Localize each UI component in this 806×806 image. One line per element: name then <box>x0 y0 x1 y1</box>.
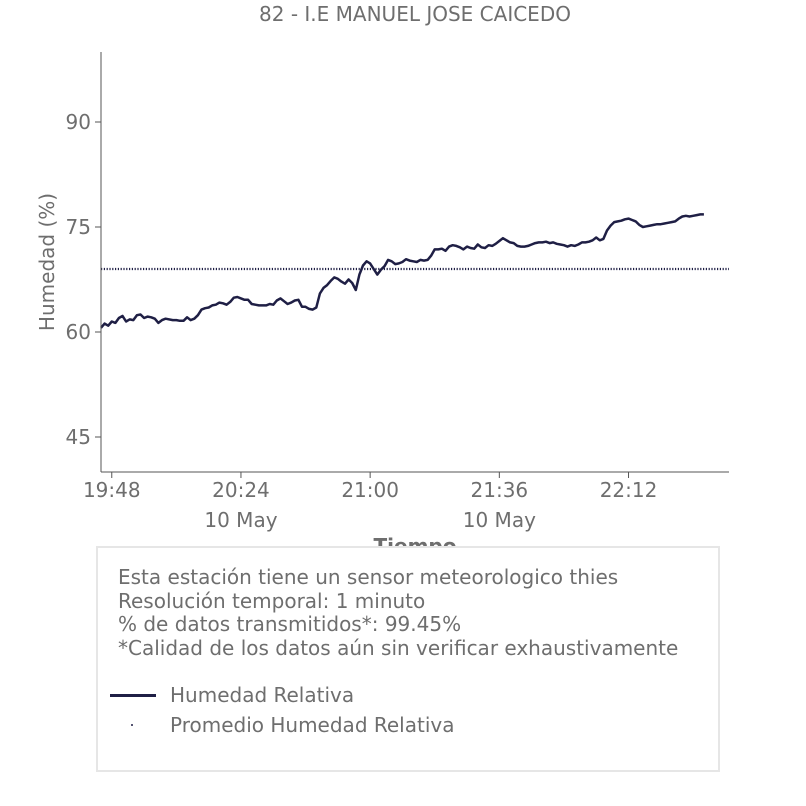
legend-item-humedad: Humedad Relativa <box>110 680 454 710</box>
info-line-quality-note: *Calidad de los datos aún sin verificar … <box>118 635 679 660</box>
y-tick-label: 90 <box>66 110 91 134</box>
legend: Humedad Relativa Promedio Humedad Relati… <box>110 680 454 740</box>
y-tick-label: 75 <box>66 215 91 239</box>
legend-swatch-solid-line <box>110 688 156 702</box>
x-tick-label: 22:12 <box>600 478 658 502</box>
x-tick-label: 21:00 <box>341 478 399 502</box>
chart-title: 82 - I.E MANUEL JOSE CAICEDO <box>259 2 571 26</box>
x-tick-label: 19:48 <box>83 478 141 502</box>
legend-label: Promedio Humedad Relativa <box>170 713 455 737</box>
x-tick-date-label: 10 May <box>204 508 277 532</box>
x-axis: 19:48 20:24 10 May 21:00 21:36 10 May 22:12 <box>83 471 729 532</box>
x-tick-date-label: 10 May <box>463 508 536 532</box>
info-box: Esta estación tiene un sensor meteorolog… <box>96 546 720 772</box>
y-tick-label: 45 <box>66 425 91 449</box>
info-line-resolution: Resolución temporal: 1 minuto <box>118 588 426 613</box>
y-axis-label: Humedad (%) <box>35 193 59 331</box>
legend-item-promedio: Promedio Humedad Relativa <box>110 710 454 740</box>
x-tick-label: 20:24 <box>212 478 270 502</box>
y-tick-label: 60 <box>66 320 91 344</box>
plot-area <box>100 213 729 329</box>
y-axis: 45 60 75 90 <box>66 52 102 472</box>
info-line-sensor: Esta estación tiene un sensor meteorolog… <box>118 565 619 589</box>
legend-label: Humedad Relativa <box>170 683 355 707</box>
x-tick-label: 21:36 <box>471 478 529 502</box>
info-line-transmitted: % de datos transmitidos*: 99.45% <box>118 612 462 636</box>
series-line-humedad <box>100 213 704 329</box>
info-text: Esta estación tiene un sensor meteorolog… <box>118 565 679 660</box>
legend-swatch-dotted-line <box>110 718 156 732</box>
